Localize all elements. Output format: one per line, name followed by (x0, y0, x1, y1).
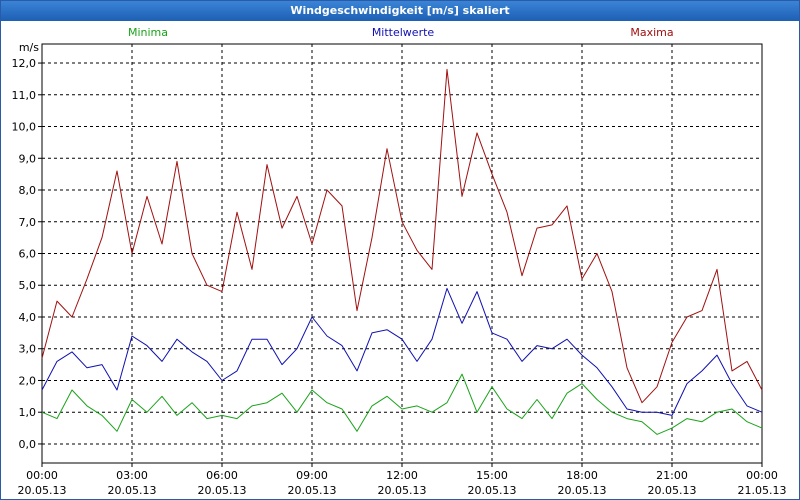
x-tick-label-time: 09:00 (296, 469, 328, 482)
series-lines (41, 68, 763, 435)
x-tick-label-date: 20.05.13 (648, 484, 697, 497)
series-line-minima (41, 373, 763, 435)
y-tick-label: 5,0 (19, 279, 37, 292)
legend-mittelwerte: Mittelwerte (372, 26, 435, 39)
x-tick-label-date: 20.05.13 (378, 484, 427, 497)
x-tick-label-time: 00:00 (746, 469, 778, 482)
x-tick-label-time: 18:00 (566, 469, 598, 482)
x-tick-label-date: 21.05.13 (738, 484, 787, 497)
x-tick-label-date: 20.05.13 (558, 484, 607, 497)
y-tick-label: 3,0 (19, 343, 37, 356)
legend: Minima Mittelwerte Maxima (128, 26, 674, 39)
x-tick-label-time: 00:00 (26, 469, 58, 482)
y-tick-label: 10,0 (12, 121, 37, 134)
x-tick-label-time: 03:00 (116, 469, 148, 482)
y-tick-label: 9,0 (19, 152, 37, 165)
grid (42, 44, 762, 463)
x-tick-label-date: 20.05.13 (198, 484, 247, 497)
y-axis: 0,0 1,0 2,0 3,0 4,0 5,0 6,0 7,0 8,0 9,0 10,0 11,0 12… (12, 57, 42, 451)
x-tick-label-date: 20.05.13 (18, 484, 67, 497)
y-tick-label: 8,0 (19, 184, 37, 197)
x-tick-label-time: 21:00 (656, 469, 688, 482)
series-line-mittelwerte (41, 287, 763, 416)
y-tick-label: 6,0 (19, 248, 37, 261)
legend-minima: Minima (128, 26, 168, 39)
y-tick-label: 12,0 (12, 57, 37, 70)
x-tick-label-time: 15:00 (476, 469, 508, 482)
y-tick-label: 4,0 (19, 311, 37, 324)
window-title: Windgeschwindigkeit [m/s] skaliert (1, 1, 799, 21)
y-tick-label: 11,0 (12, 89, 37, 102)
x-tick-label-time: 06:00 (206, 469, 238, 482)
y-tick-label: 2,0 (19, 374, 37, 387)
x-tick-label-date: 20.05.13 (468, 484, 517, 497)
y-tick-label: 1,0 (19, 406, 37, 419)
y-tick-label: 0,0 (19, 438, 37, 451)
x-tick-label-date: 20.05.13 (288, 484, 337, 497)
x-tick-label-date: 20.05.13 (108, 484, 157, 497)
series-line-maxima (41, 68, 763, 404)
x-axis: 00:00 20.05.13 03:00 20.05.13 06:00 20.05.13 0… (18, 463, 787, 497)
x-tick-label-time: 12:00 (386, 469, 418, 482)
y-axis-unit-label: m/s (19, 41, 39, 54)
y-tick-label: 7,0 (19, 216, 37, 229)
legend-maxima: Maxima (630, 26, 673, 39)
